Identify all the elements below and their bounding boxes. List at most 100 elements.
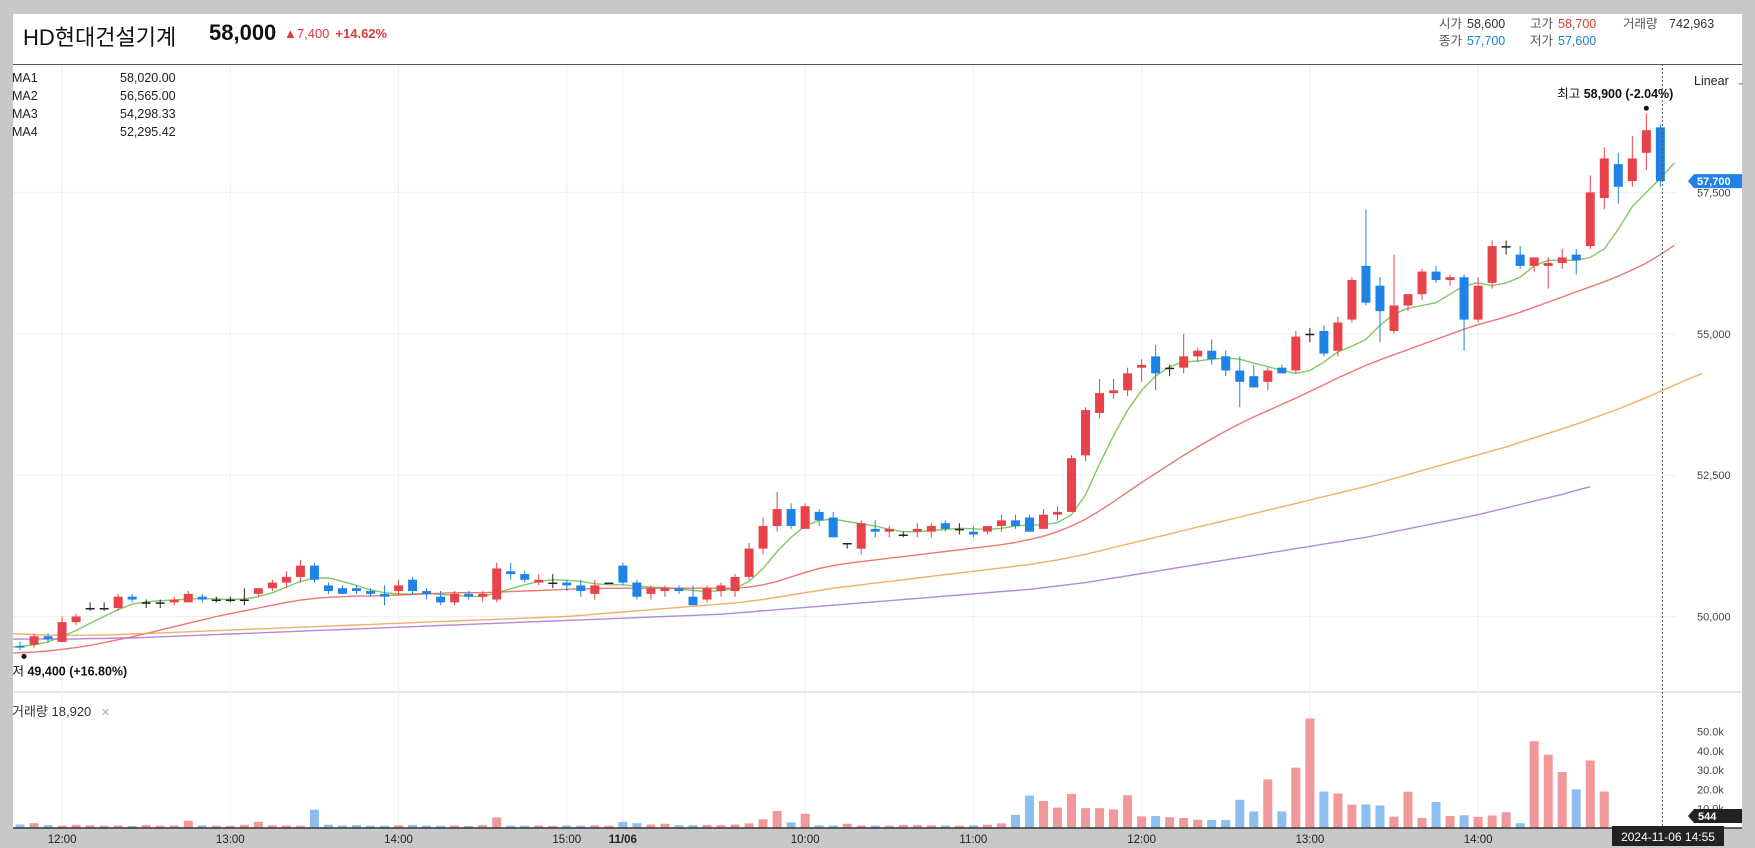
candle [352,585,361,594]
candle-body [1543,263,1553,266]
candle-body [43,636,53,640]
candle-body [506,571,516,575]
ma3-legend: MA3 54,298.33 [12,107,176,121]
candle-body [1319,330,1329,354]
candle [1067,455,1077,512]
candle-body [1459,277,1469,320]
high-value: 58,700 [1558,17,1597,31]
candle-body [1263,370,1273,382]
candle-body [127,596,137,600]
volume-bar [1137,816,1147,828]
candle-body [1151,356,1161,374]
candle-body [1473,285,1483,320]
scale-mode-dropdown[interactable]: Linear ⌄ [1694,74,1745,88]
volume-bar [1165,817,1175,828]
candle [71,613,81,625]
candle-body [954,528,964,531]
volume-bar [450,825,460,828]
volume-bar [1431,801,1441,828]
volume-bar [632,823,642,828]
candle-body [1024,517,1034,532]
volume-bar [1235,799,1245,828]
crosshair-time-label: 2024-11-06 14:55 [1621,830,1715,844]
volume-bar [323,824,333,828]
candle-body [57,622,67,642]
volume-bar [1221,820,1231,828]
candle [814,509,824,527]
volume-bar [562,825,572,828]
low-label: 저가 [1530,34,1554,48]
candle [1389,254,1399,334]
volume-bar [1095,808,1105,828]
candle [295,559,305,583]
candle [1347,277,1357,323]
volume-bar [478,825,488,828]
candle-body [898,534,908,536]
candle [141,599,151,609]
candle-body [15,645,25,648]
volume-bar [1459,815,1469,828]
candle [85,602,95,611]
candle [618,562,628,586]
candle [436,591,446,606]
volume-bar [744,823,754,828]
candle-body [1249,376,1259,388]
candle-body [1333,322,1343,351]
volume-bar [842,823,852,828]
candle-body [618,565,628,583]
candle [1599,147,1609,210]
current-price: 58,000 [209,20,277,45]
candle [1277,364,1287,374]
candle-body [492,568,502,600]
volume-bar [758,819,768,828]
time-axis-label: 15:00 [552,834,581,846]
candle-body [1207,350,1217,360]
candle-body [450,593,460,603]
candle-body [604,582,614,585]
candle [590,579,600,600]
close-icon[interactable]: ✕ [100,707,111,719]
volume-bar [926,825,936,828]
candle-body [1137,364,1147,368]
candle [1571,248,1581,275]
candle [856,520,866,555]
ma2-value: 56,565.00 [120,89,176,103]
candle [253,588,263,597]
candle-body [1501,246,1511,248]
volume-bar [43,825,53,828]
candle-body [436,596,446,603]
candle [646,585,656,600]
time-axis-label: 11/06 [609,834,637,846]
candle [954,523,964,535]
candle [1081,407,1091,461]
candle [394,579,404,594]
candle [1459,274,1469,351]
volume-bar [1543,754,1553,828]
close-value: 57,700 [1467,34,1506,48]
volume-stats: 거래량 742,963 [1623,16,1714,33]
candle [43,633,53,642]
ohlc-stats-mid: 고가 58,700 저가 57,600 [1530,16,1596,50]
candle [1249,364,1259,388]
candle [898,531,908,538]
volume-bar [590,825,600,828]
candle [912,523,922,538]
volume-bar [716,825,726,828]
candle [183,591,193,603]
candle-body [940,523,950,529]
candle [968,526,978,538]
candle [506,562,516,580]
candle-body [576,585,586,592]
candle [225,596,235,603]
candle [1655,124,1665,187]
volume-bar [870,825,880,828]
volume-bar [1249,811,1259,828]
candle [1641,113,1651,170]
candle-body [366,591,376,594]
window-frame-left [0,0,13,848]
volume-bar [576,825,586,828]
candle [674,585,684,594]
candle [1375,277,1385,343]
volume-bar [604,825,614,828]
